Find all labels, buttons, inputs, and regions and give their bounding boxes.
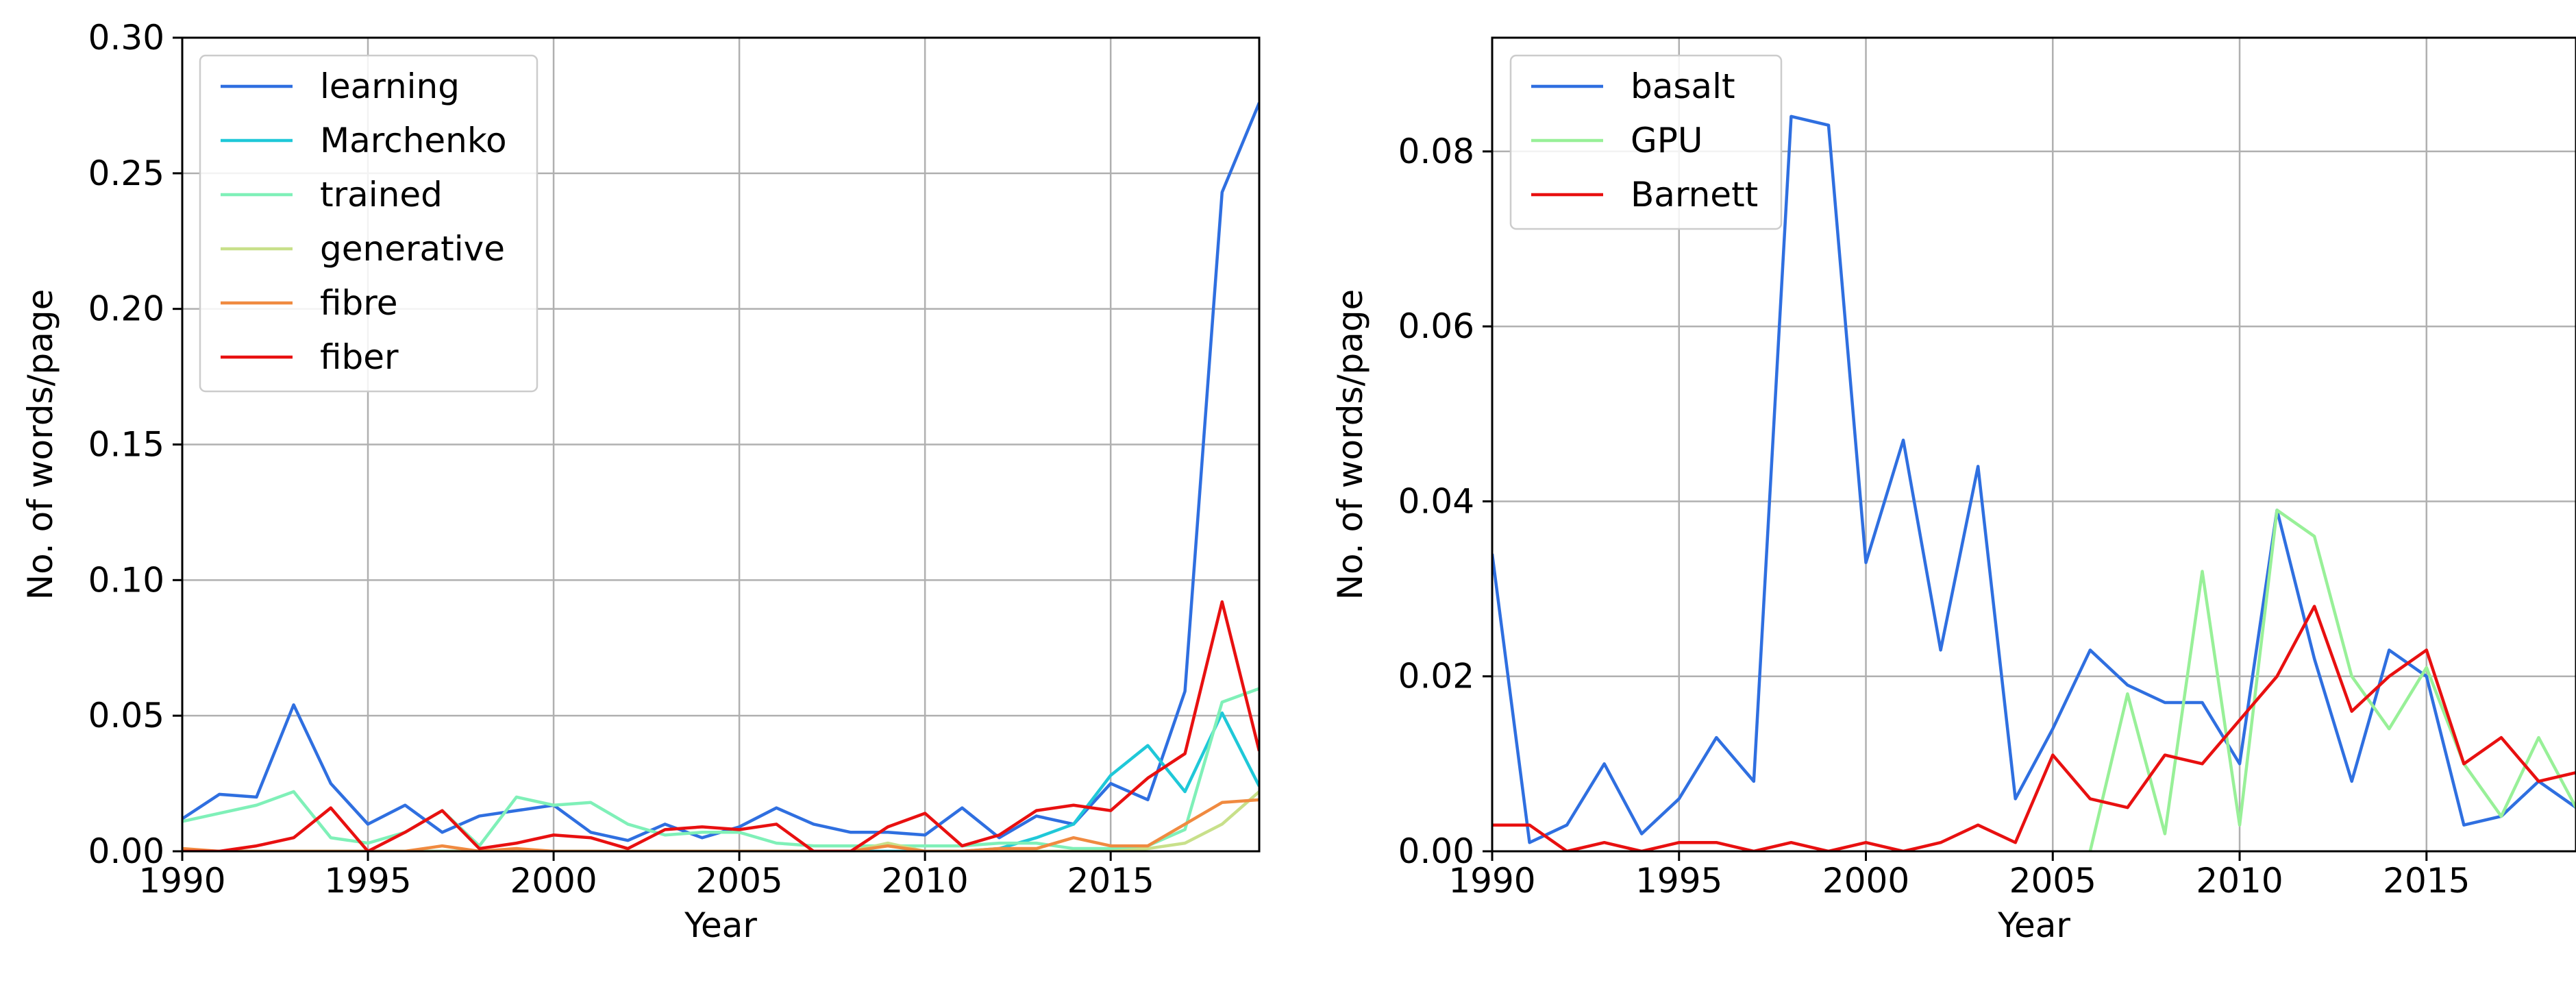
legend-label: Marchenko xyxy=(320,121,507,160)
y-tick-label: 0.25 xyxy=(88,154,164,193)
x-tick-label: 2000 xyxy=(510,861,597,901)
left-chart-panel: 1990 1995 2000 2005 2010 2015 0.00 0.05 0.10 0.15… xyxy=(21,18,1261,945)
right-chart-panel: 1990 1995 2000 2005 2010 2015 0.00 0.02 0.04 0.06… xyxy=(1330,36,2576,945)
x-axis-label: Year xyxy=(1997,905,2070,945)
y-tick-label: 0.00 xyxy=(1398,831,1474,871)
x-tick-label: 2010 xyxy=(2196,861,2283,901)
legend: learning Marchenko trained generative fibre f… xyxy=(199,54,538,393)
y-tick-label: 0.00 xyxy=(88,831,164,871)
x-tick-label: 1995 xyxy=(1635,861,1722,901)
y-axis-label: No. of words/page xyxy=(21,289,60,600)
y-tick-label: 0.05 xyxy=(88,696,164,735)
y-tick-label: 0.10 xyxy=(88,560,164,600)
y-axis-label: No. of words/page xyxy=(1330,289,1370,600)
x-tick-label: 2015 xyxy=(1067,861,1154,901)
legend-label: basalt xyxy=(1631,66,1735,106)
legend-box xyxy=(1509,54,1783,230)
series-line-barnett xyxy=(1492,605,2576,851)
legend-label: trained xyxy=(320,175,443,215)
series-line-fibre xyxy=(182,798,1259,851)
y-tick-label: 0.04 xyxy=(1398,481,1474,521)
legend-label: GPU xyxy=(1631,121,1703,160)
y-tick-label: 0.08 xyxy=(1398,132,1474,171)
x-tick-label: 2000 xyxy=(1822,861,1909,901)
series-lines xyxy=(1492,114,2576,851)
legend-label: fiber xyxy=(320,337,399,377)
x-axis-label: Year xyxy=(684,905,757,945)
x-tick-label: 1990 xyxy=(138,861,225,901)
x-tick-label: 2015 xyxy=(2383,861,2470,901)
series-line-gpu xyxy=(2088,508,2576,851)
x-tick-label: 2010 xyxy=(882,861,969,901)
x-tick-label: 1990 xyxy=(1448,861,1535,901)
x-tick-label: 2005 xyxy=(695,861,782,901)
y-tick-label: 0.02 xyxy=(1398,657,1474,696)
y-tick-label: 0.06 xyxy=(1398,306,1474,346)
y-tick-label: 0.20 xyxy=(88,289,164,329)
y-tick-label: 0.15 xyxy=(88,425,164,465)
legend: basalt GPU Barnett xyxy=(1509,54,1783,230)
series-line-marchenko xyxy=(182,711,1259,851)
x-tick-label: 2005 xyxy=(2009,861,2096,901)
series-line-fiber xyxy=(182,600,1259,851)
series-line-basalt xyxy=(1492,114,2576,844)
series-lines xyxy=(182,102,1259,851)
legend-label: Barnett xyxy=(1631,175,1758,215)
legend-label: fibre xyxy=(320,283,397,323)
legend-label: learning xyxy=(320,66,460,106)
plot-frame xyxy=(1491,36,2576,853)
x-tick-label: 1995 xyxy=(324,861,411,901)
legend-label: generative xyxy=(320,229,505,269)
y-tick-label: 0.30 xyxy=(88,18,164,58)
